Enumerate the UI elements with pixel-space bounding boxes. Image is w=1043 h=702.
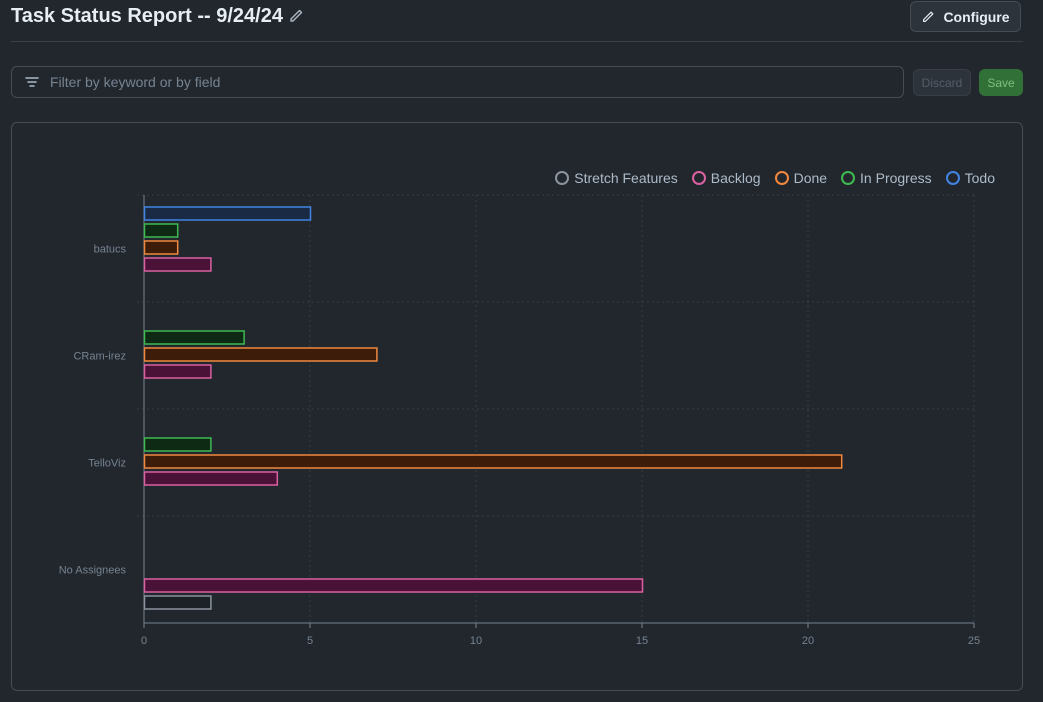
legend-marker <box>691 171 706 185</box>
bar-done <box>143 240 179 255</box>
save-button[interactable]: Save <box>979 69 1023 96</box>
page-title: Task Status Report -- 9/24/24 <box>11 5 283 27</box>
legend-item-backlog[interactable]: Backlog <box>691 170 761 186</box>
legend-label: Todo <box>964 170 995 186</box>
filter-icon <box>25 77 39 87</box>
bar-backlog <box>143 257 212 272</box>
category-label: No Assignees <box>59 565 127 577</box>
bar-in-progress <box>143 223 179 238</box>
chart-legend: Stretch Features Backlog Done In Progress To… <box>555 170 995 186</box>
legend-marker <box>841 171 856 185</box>
bar-backlog <box>143 578 644 593</box>
bar-done <box>143 454 843 469</box>
category-label: CRam-irez <box>73 351 126 363</box>
legend-label: In Progress <box>860 170 932 186</box>
category-label: batucs <box>94 244 127 256</box>
x-tick-label: 10 <box>470 635 482 647</box>
legend-item-done[interactable]: Done <box>774 170 828 186</box>
bar-backlog <box>143 364 212 379</box>
legend-label: Backlog <box>710 170 761 186</box>
bar-done <box>143 347 378 362</box>
legend-marker <box>555 171 570 185</box>
bar-in-progress <box>143 330 245 345</box>
legend-item-todo[interactable]: Todo <box>945 170 995 186</box>
legend-item-in-progress[interactable]: In Progress <box>841 170 932 186</box>
legend-item-stretch-features[interactable]: Stretch Features <box>555 170 678 186</box>
x-tick-label: 15 <box>636 635 648 647</box>
legend-marker <box>774 171 789 185</box>
bar-in-progress <box>143 437 212 452</box>
filter-input[interactable] <box>48 73 903 91</box>
pencil-icon[interactable] <box>288 8 306 26</box>
filter-bar[interactable] <box>11 66 904 98</box>
divider <box>11 41 1023 42</box>
bar-backlog <box>143 471 279 486</box>
legend-label: Done <box>793 170 828 186</box>
header: Task Status Report -- 9/24/24 Configure <box>0 0 1043 42</box>
legend-marker <box>945 171 960 185</box>
legend-label: Stretch Features <box>574 170 678 186</box>
x-tick-label: 20 <box>802 635 814 647</box>
x-tick-label: 25 <box>968 635 980 647</box>
discard-button[interactable]: Discard <box>913 69 971 96</box>
bar-todo <box>143 206 312 221</box>
configure-button[interactable]: Configure <box>910 1 1021 32</box>
configure-label: Configure <box>943 8 1010 25</box>
bar-stretch-features <box>143 595 212 610</box>
x-tick-label: 0 <box>141 635 147 647</box>
pencil-icon <box>923 11 934 22</box>
x-tick-label: 5 <box>307 635 313 647</box>
category-label: TelloViz <box>88 458 126 470</box>
